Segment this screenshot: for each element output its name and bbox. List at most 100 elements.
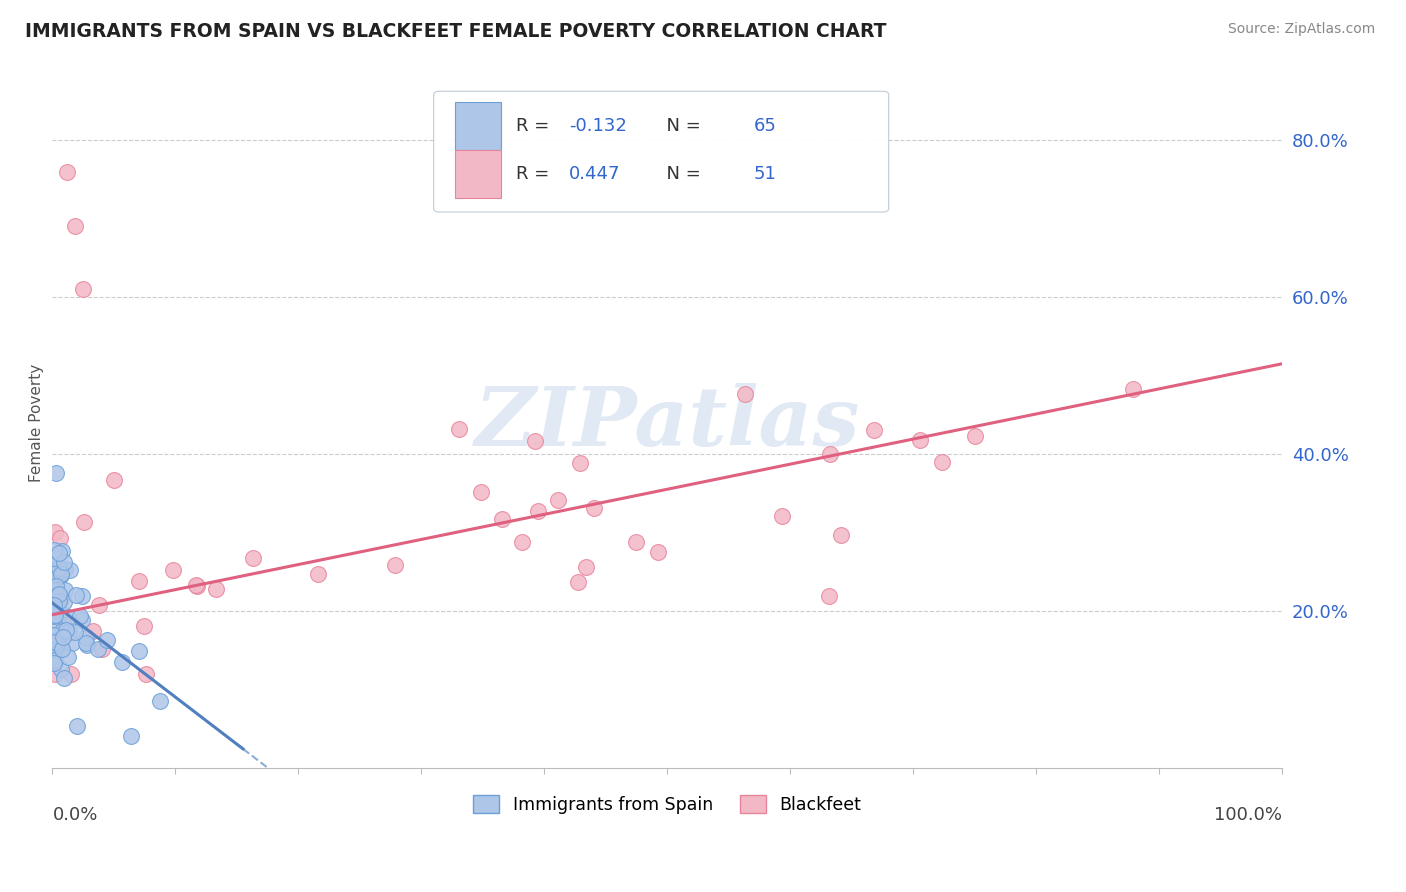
Point <box>818 589 841 603</box>
Point <box>524 434 547 449</box>
Point <box>48 616 70 631</box>
Point <box>42 543 65 558</box>
Text: IMMIGRANTS FROM SPAIN VS BLACKFEET FEMALE POVERTY CORRELATION CHART: IMMIGRANTS FROM SPAIN VS BLACKFEET FEMAL… <box>25 22 887 41</box>
Point <box>149 694 172 708</box>
Point <box>52 594 75 608</box>
Text: R =: R = <box>516 165 555 183</box>
Point <box>205 582 228 597</box>
Point <box>734 387 756 401</box>
Text: 100.0%: 100.0% <box>1215 805 1282 823</box>
Point <box>48 594 70 608</box>
Point <box>647 545 669 559</box>
Point <box>120 729 142 743</box>
Point <box>51 642 73 657</box>
Point <box>42 596 65 610</box>
Point <box>45 640 67 654</box>
Point <box>51 591 73 605</box>
Point <box>510 535 533 549</box>
Point <box>55 624 77 638</box>
Point <box>87 642 110 657</box>
Legend: Immigrants from Spain, Blackfeet: Immigrants from Spain, Blackfeet <box>467 789 869 822</box>
Point <box>53 562 76 576</box>
Point <box>42 551 65 566</box>
Point <box>44 666 66 681</box>
Point <box>44 608 66 623</box>
Point <box>87 599 110 613</box>
Point <box>624 535 647 549</box>
Point <box>44 524 66 539</box>
Point <box>186 579 208 593</box>
Text: N =: N = <box>655 165 706 183</box>
Point <box>42 583 65 598</box>
Point <box>90 642 112 657</box>
Point <box>42 598 65 612</box>
Point <box>583 500 606 515</box>
Point <box>48 605 70 619</box>
Point <box>44 656 66 670</box>
Point <box>72 515 94 529</box>
Point <box>51 630 73 644</box>
Point <box>128 574 150 588</box>
Point <box>42 562 65 576</box>
Point <box>45 467 67 481</box>
Text: -0.132: -0.132 <box>569 117 627 135</box>
Point <box>51 662 73 676</box>
Point <box>48 546 70 560</box>
Point <box>44 565 66 579</box>
Text: 0.0%: 0.0% <box>52 805 98 823</box>
Point <box>60 635 83 649</box>
Point <box>48 569 70 583</box>
Point <box>42 609 65 624</box>
Point <box>128 644 150 658</box>
Point <box>42 605 65 619</box>
Point <box>45 635 67 649</box>
Point <box>53 583 76 598</box>
Point <box>46 608 69 623</box>
Point <box>66 719 89 733</box>
Point <box>70 613 93 627</box>
Point <box>575 560 598 574</box>
Point <box>69 609 91 624</box>
Point <box>70 589 93 603</box>
Point <box>908 434 931 448</box>
Point <box>51 624 73 638</box>
Point <box>770 509 793 524</box>
Point <box>59 563 82 577</box>
Point <box>863 423 886 437</box>
Point <box>184 578 207 592</box>
Point <box>56 164 79 178</box>
Point <box>491 512 513 526</box>
Point <box>48 587 70 601</box>
Point <box>931 455 953 469</box>
Point <box>58 625 80 640</box>
Text: 65: 65 <box>754 117 776 135</box>
Point <box>307 567 329 582</box>
Point <box>52 555 75 569</box>
Point <box>42 628 65 642</box>
Point <box>111 656 134 670</box>
Point <box>134 619 156 633</box>
Point <box>242 551 264 566</box>
Point <box>56 610 79 624</box>
Point <box>72 282 94 296</box>
Point <box>75 630 97 644</box>
Point <box>818 448 841 462</box>
Point <box>45 579 67 593</box>
Text: 51: 51 <box>754 165 776 183</box>
Point <box>65 588 87 602</box>
Text: R =: R = <box>516 117 555 135</box>
Point <box>56 649 79 664</box>
Point <box>547 492 569 507</box>
Text: ZIPatlas: ZIPatlas <box>475 383 860 463</box>
Point <box>76 639 98 653</box>
Point <box>42 567 65 582</box>
Point <box>830 528 852 542</box>
Point <box>44 635 66 649</box>
Point <box>384 558 406 573</box>
Point <box>965 429 987 443</box>
Point <box>59 666 82 681</box>
Point <box>52 615 75 629</box>
Point <box>527 504 550 518</box>
Point <box>48 560 70 574</box>
Point <box>46 562 69 576</box>
